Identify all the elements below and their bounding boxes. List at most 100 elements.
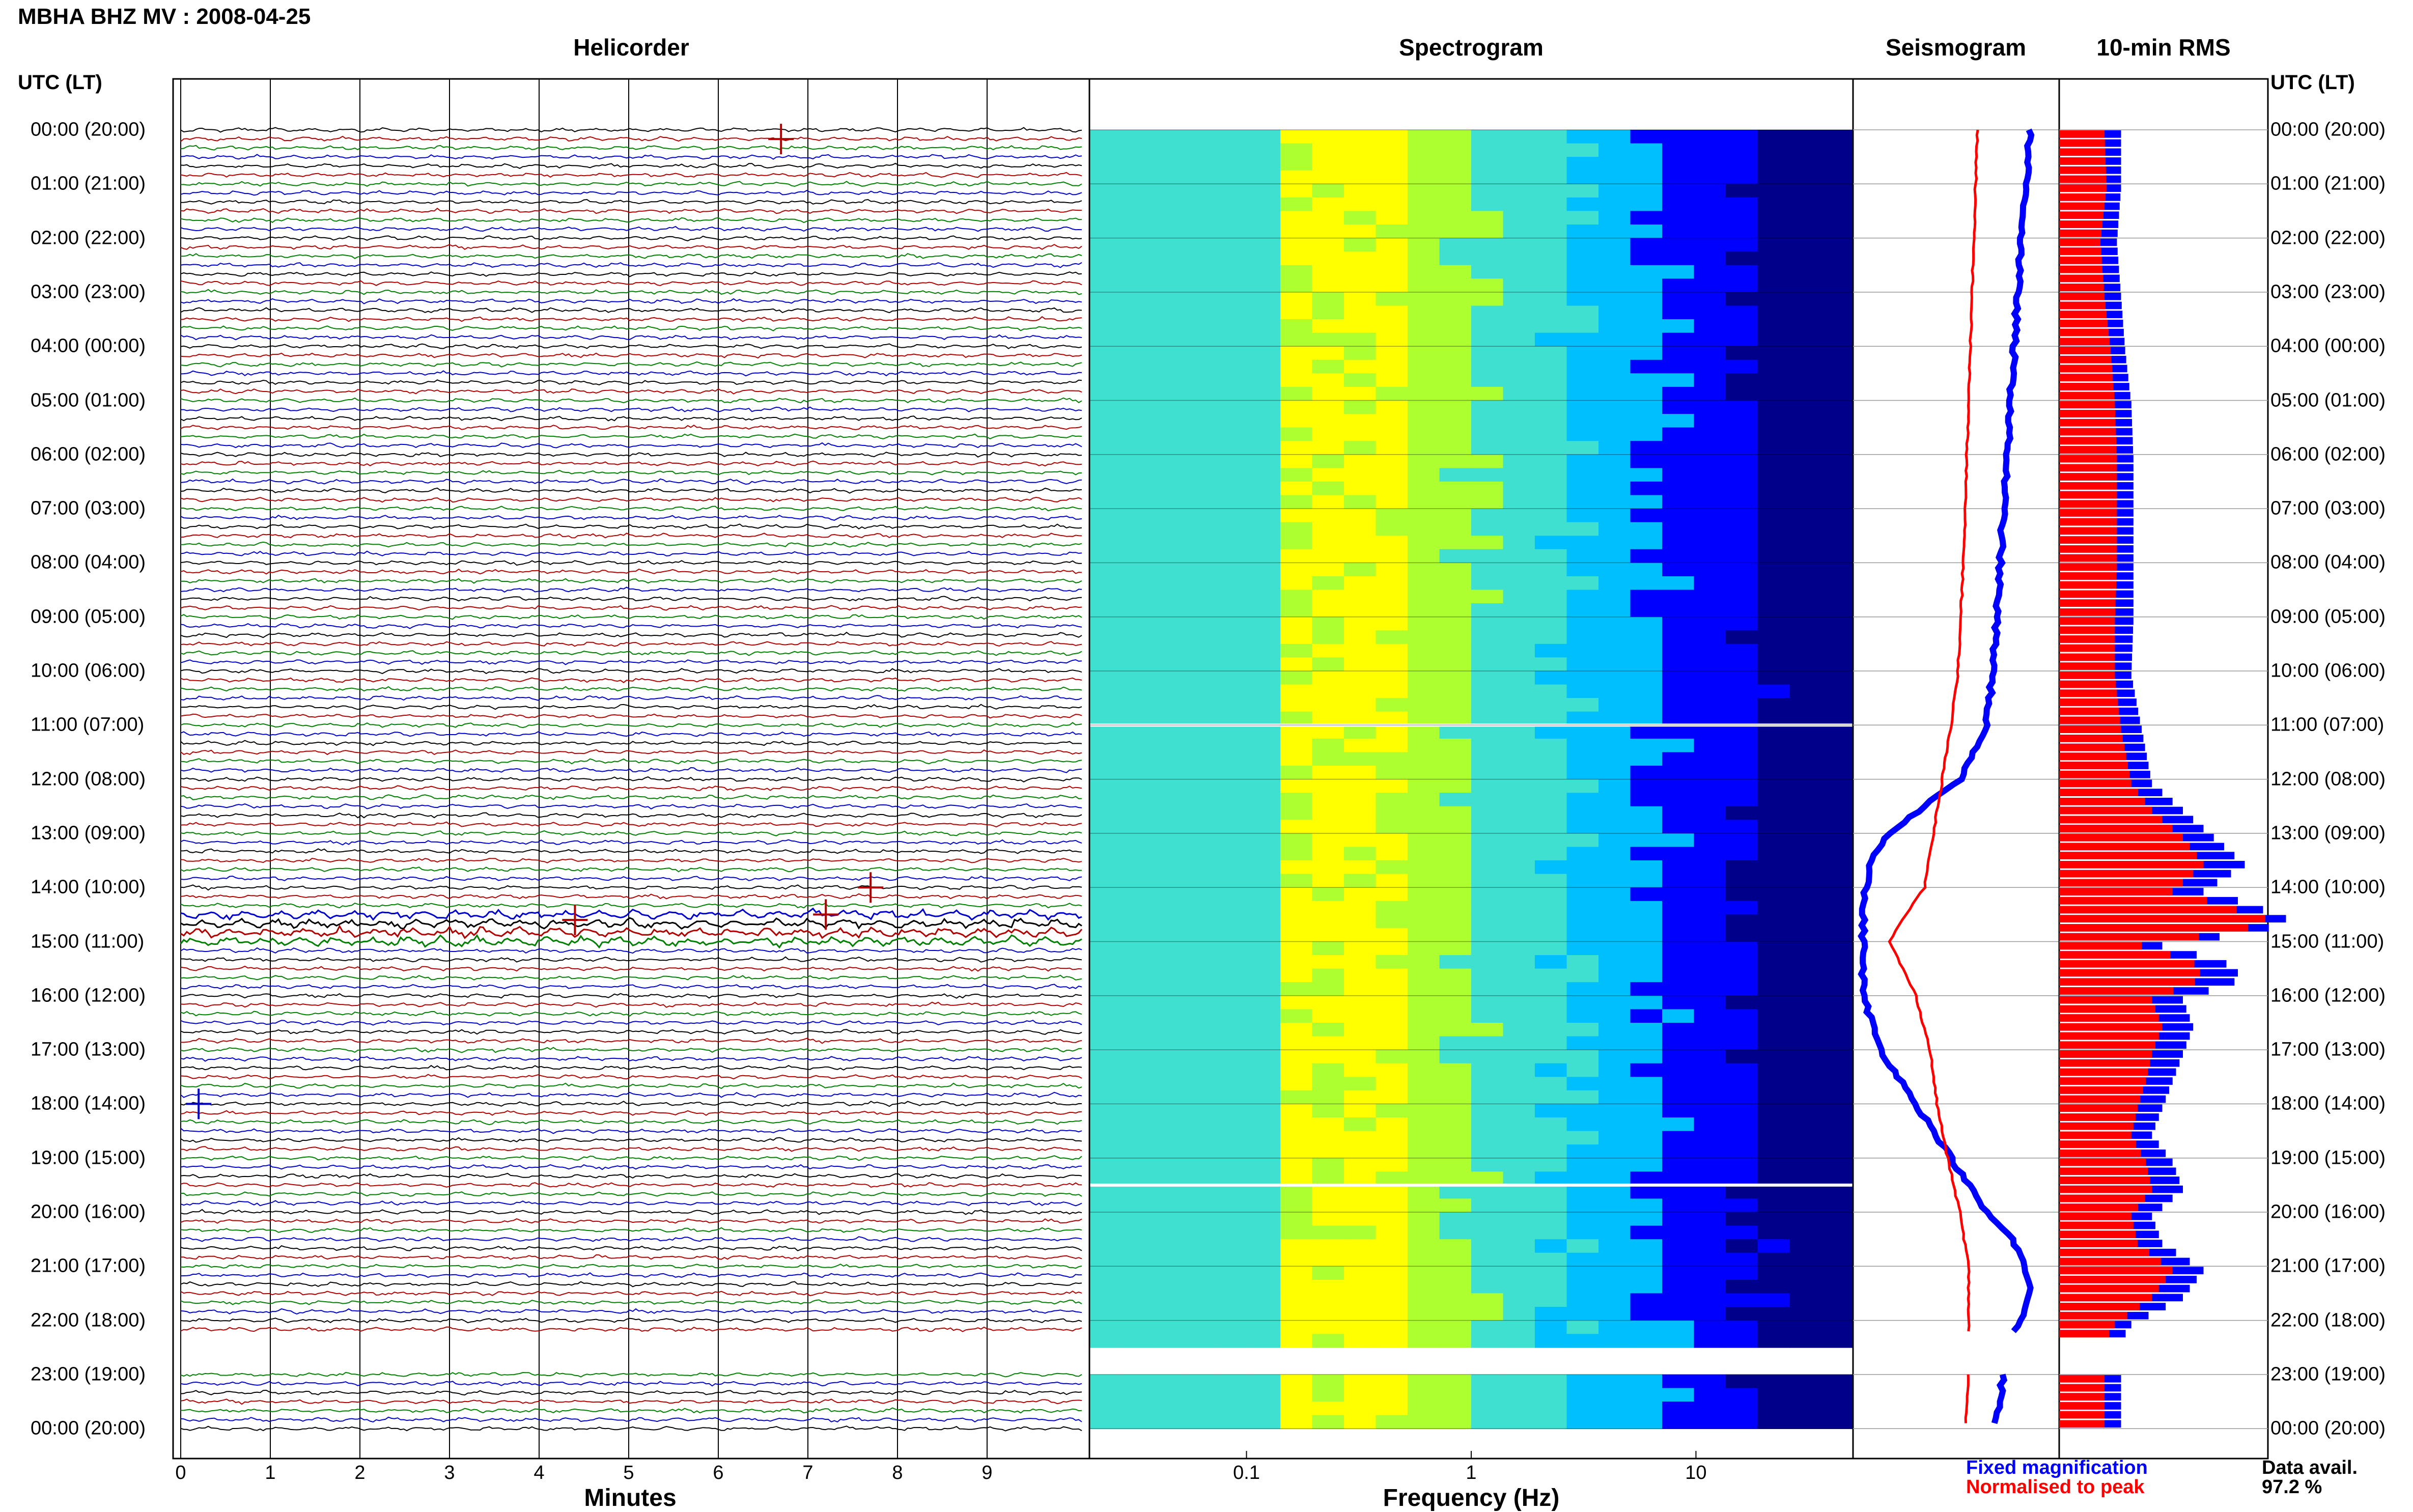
spectrogram-cell bbox=[1598, 1009, 1631, 1023]
spectrogram-cell bbox=[1694, 617, 1726, 631]
spectrogram-cell bbox=[1566, 197, 1599, 212]
data-availability-label: Data avail. bbox=[2262, 1457, 2358, 1478]
spectrogram-cell bbox=[1280, 860, 1313, 875]
spectrogram-cell bbox=[1821, 292, 1854, 306]
spectrogram-cell bbox=[1821, 495, 1854, 509]
spectrogram-cell bbox=[1535, 305, 1567, 320]
helicorder-trace bbox=[180, 1047, 1082, 1053]
spectrogram-cell bbox=[1121, 468, 1154, 482]
spectrogram-cell bbox=[1566, 373, 1599, 387]
spectrogram-cell bbox=[1312, 319, 1344, 333]
helicorder-trace bbox=[180, 917, 1082, 930]
spectrogram-cell bbox=[1566, 995, 1599, 1010]
spectrogram-cell bbox=[1248, 495, 1281, 509]
spectrogram-cell bbox=[1408, 914, 1440, 929]
rms-bar-normalised bbox=[2059, 897, 2207, 905]
spectrogram-cell bbox=[1121, 766, 1154, 780]
spectrogram-cell bbox=[1694, 860, 1726, 875]
spectrogram-cell bbox=[1821, 468, 1854, 482]
spectrogram-cell bbox=[1757, 995, 1790, 1010]
spectrogram-cell bbox=[1598, 1279, 1631, 1294]
spectrogram-cell bbox=[1185, 1374, 1217, 1389]
spectrogram-cell bbox=[1153, 386, 1186, 401]
spectrogram-cell bbox=[1694, 847, 1726, 861]
spectrogram-cell bbox=[1471, 793, 1504, 807]
spectrogram-cell bbox=[1821, 1171, 1854, 1186]
spectrogram-cell bbox=[1662, 671, 1695, 685]
helicorder-trace bbox=[180, 776, 1082, 782]
spectrogram-cell bbox=[1153, 779, 1186, 793]
spectrogram-cell bbox=[1408, 1104, 1440, 1118]
spectrogram-cell bbox=[1312, 1077, 1344, 1091]
spectrogram-cell bbox=[1694, 1050, 1726, 1064]
spectrogram-cell bbox=[1376, 914, 1408, 929]
spectrogram-cell bbox=[1439, 1077, 1472, 1091]
spectrogram-cell bbox=[1535, 1402, 1567, 1416]
spectrogram-cell bbox=[1280, 820, 1313, 834]
spectrogram-cell bbox=[1662, 738, 1695, 753]
spectrogram-cell bbox=[1789, 1239, 1822, 1253]
spectrogram-cell bbox=[1089, 603, 1122, 618]
spectrogram-cell bbox=[1121, 806, 1154, 821]
spectrogram-cell bbox=[1280, 1402, 1313, 1416]
spectrogram-cell bbox=[1566, 549, 1599, 564]
spectrogram-cell bbox=[1089, 630, 1122, 645]
spectrogram-cell bbox=[1535, 1334, 1567, 1348]
spectrogram-cell bbox=[1439, 847, 1472, 861]
spectrogram-cell bbox=[1280, 793, 1313, 807]
spectrogram-cell bbox=[1566, 1036, 1599, 1050]
spectrogram-cell bbox=[1121, 1077, 1154, 1091]
spectrogram-cell bbox=[1376, 495, 1408, 509]
spectrogram-cell bbox=[1789, 982, 1822, 996]
spectrogram-cell bbox=[1535, 427, 1567, 441]
spectrogram-cell bbox=[1344, 603, 1377, 618]
spectrogram-cell bbox=[1153, 1374, 1186, 1389]
spectrogram-cell bbox=[1471, 711, 1504, 726]
spectrogram-cell bbox=[1726, 603, 1758, 618]
spectrogram-cell bbox=[1821, 251, 1854, 266]
spectrogram-cell bbox=[1217, 590, 1249, 604]
spectrogram-cell bbox=[1408, 265, 1440, 279]
spectrogram-cell bbox=[1344, 1334, 1377, 1348]
spectrogram-cell bbox=[1089, 522, 1122, 537]
spectrogram-cell bbox=[1121, 1212, 1154, 1226]
spectrogram-cell bbox=[1598, 982, 1631, 996]
spectrogram-cell bbox=[1821, 265, 1854, 279]
spectrogram-cell bbox=[1535, 738, 1567, 753]
spectrogram-cell bbox=[1694, 319, 1726, 333]
spectrogram-cell bbox=[1662, 806, 1695, 821]
spectrogram-cell bbox=[1503, 630, 1535, 645]
spectrogram-cell bbox=[1248, 1117, 1281, 1132]
spectrogram-cell bbox=[1757, 278, 1790, 293]
spectrogram-cell bbox=[1248, 982, 1281, 996]
helicorder-trace bbox=[180, 145, 1082, 151]
spectrogram-cell bbox=[1121, 549, 1154, 564]
spectrogram-cell bbox=[1598, 563, 1631, 577]
spectrogram-cell bbox=[1821, 481, 1854, 496]
spectrogram-cell bbox=[1535, 1104, 1567, 1118]
spectrogram-cell bbox=[1439, 1293, 1472, 1307]
spectrogram-cell bbox=[1503, 603, 1535, 618]
spectrogram-cell bbox=[1439, 711, 1472, 726]
helicorder-trace bbox=[180, 442, 1082, 449]
spectrogram-cell bbox=[1598, 657, 1631, 671]
spectrogram-cell bbox=[1217, 1225, 1249, 1240]
spectrogram-cell bbox=[1439, 1252, 1472, 1267]
spectrogram-cell bbox=[1471, 157, 1504, 171]
spectrogram-cell bbox=[1312, 1198, 1344, 1213]
rms-bar-normalised bbox=[2059, 996, 2152, 1004]
spectrogram-cell bbox=[1312, 1252, 1344, 1267]
spectrogram-cell bbox=[1248, 305, 1281, 320]
spectrogram-cell bbox=[1471, 386, 1504, 401]
spectrogram-cell bbox=[1662, 617, 1695, 631]
spectrogram-cell bbox=[1503, 955, 1535, 969]
helicorder-trace bbox=[180, 1110, 1082, 1116]
spectrogram-cell bbox=[1757, 536, 1790, 550]
spectrogram-cell bbox=[1408, 1307, 1440, 1321]
spectrogram-cell bbox=[1089, 1050, 1122, 1064]
spectrogram-cell bbox=[1694, 143, 1726, 157]
spectrogram-cell bbox=[1630, 968, 1663, 983]
spectrogram-cell bbox=[1439, 1239, 1472, 1253]
spectrogram-cell bbox=[1821, 779, 1854, 793]
rms-bar-normalised bbox=[2059, 1032, 2159, 1040]
